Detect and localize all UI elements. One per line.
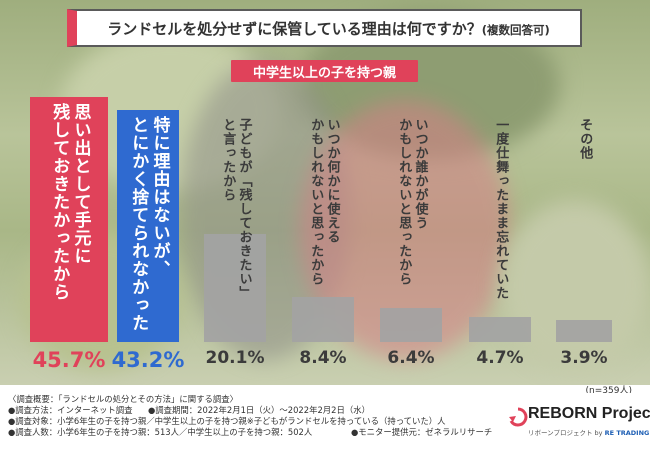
reborn-project-logo: REBORN Project リボーンプロジェクト by RE TRADING (508, 405, 650, 445)
value-label-1: 45.7% (32, 348, 106, 372)
value-label-4: 8.4% (299, 348, 347, 368)
bar-6 (469, 317, 531, 342)
group-label: 中学生以上の子を持つ親 (231, 60, 418, 82)
category-label-5: いつか誰かが使う かもしれないと思ったから (396, 118, 428, 286)
category-label-7: その他 (577, 118, 593, 160)
chart-title-box: ランドセルを処分せずに保管している理由は何ですか？(複数回答可) (67, 9, 582, 47)
logo-name: REBORN Project (528, 405, 650, 422)
value-label-3: 20.1% (205, 348, 265, 368)
survey-footer: 〈調査概要：「ランドセルの処分とその方法」に関する調査〉 ●調査方法：インターネ… (0, 393, 650, 450)
bar-3 (204, 234, 266, 342)
value-label-6: 4.7% (476, 348, 524, 368)
value-label-5: 6.4% (387, 348, 435, 368)
survey-provider: ●モニター提供元：ゼネラルリサーチ (351, 427, 493, 437)
bar-5 (380, 308, 442, 342)
bar-1 (30, 97, 108, 342)
survey-count: ●調査人数：小学6年生の子を持つ親：513人／中学生以上の子を持つ親：502人 (8, 427, 313, 437)
logo-sub: リボーンプロジェクト by RE TRADING (528, 429, 650, 437)
bar-4 (292, 297, 354, 342)
logo-partner: RE TRADING (604, 429, 650, 437)
bar-2 (117, 110, 179, 342)
category-label-6: 一度仕舞ったまま忘れていた (493, 118, 509, 300)
value-label-7: 3.9% (560, 348, 608, 368)
category-label-3: 子どもが「残しておきたい」 と言ったから (220, 118, 252, 300)
sample-size-note: (n=359人) (585, 386, 632, 396)
value-label-2: 43.2% (111, 348, 185, 372)
category-label-4: いつか何かに使える かもしれないと思ったから (308, 118, 340, 286)
bar-7 (556, 320, 612, 342)
logo-mark-icon (509, 407, 528, 427)
survey-heading: 〈調査概要：「ランドセルの処分とその方法」に関する調査〉 (8, 394, 239, 404)
survey-period: ●調査期間：2022年2月1日（火）〜2022年2月2日（水） (148, 405, 370, 415)
category-label-1: 思い出として手元に 残しておきたかったから (49, 103, 91, 301)
chart-title-note: (複数回答可) (481, 22, 550, 37)
survey-target: ●調査対象：小学6年生の子を持つ親／中学生以上の子を持つ親※子どもがランドセルを… (8, 416, 446, 426)
survey-method: ●調査方法：インターネット調査 (8, 405, 133, 415)
chart-title: ランドセルを処分せずに保管している理由は何ですか？(複数回答可) (107, 19, 550, 38)
category-label-2: 特に理由はないが、 とにかく捨てられなかった (128, 116, 170, 332)
